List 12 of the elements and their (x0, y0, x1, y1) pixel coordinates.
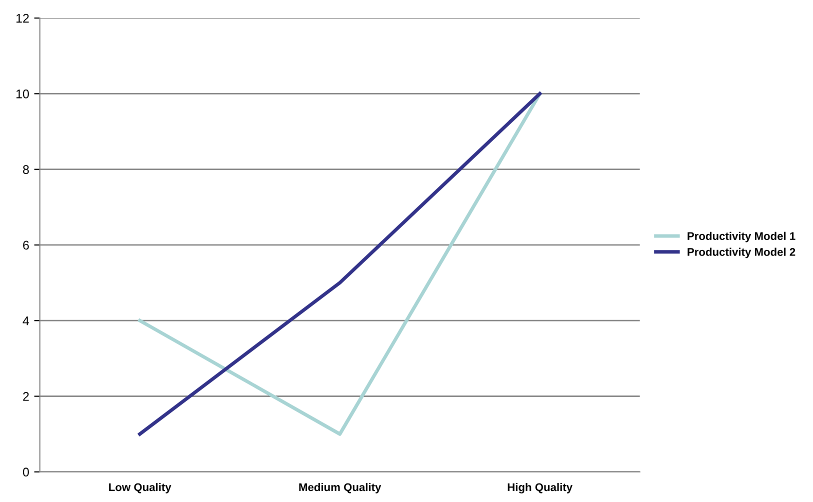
y-tick-label: 8 (23, 165, 29, 174)
legend-label: Productivity Model 1 (688, 232, 796, 242)
x-tick-label: High Quality (508, 482, 572, 494)
y-tick-label: 2 (23, 392, 29, 401)
x-tick-label: Low Quality (109, 482, 172, 494)
y-tick-label: 0 (22, 468, 29, 477)
legend-label: Productivity Model 2 (688, 248, 796, 258)
x-tick-label: Medium Quality (299, 482, 382, 494)
y-tick-label: 6 (23, 240, 29, 250)
y-tick-label: 10 (16, 90, 29, 98)
y-tick-label: 12 (16, 14, 29, 23)
y-tick-label: 4 (22, 316, 30, 326)
